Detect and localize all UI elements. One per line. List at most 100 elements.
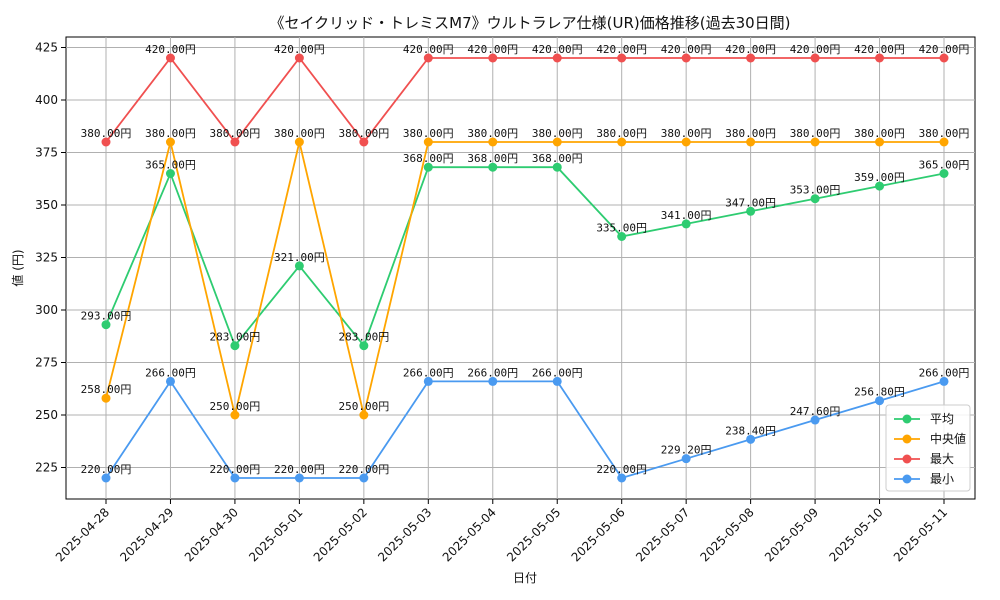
legend-label: 中央値 [930,431,966,446]
legend-label: 最小 [930,472,954,486]
y-tick-label: 375 [35,146,58,160]
data-label: 380.00円 [725,127,776,140]
data-label: 380.00円 [919,127,970,140]
data-point [101,137,111,147]
data-point [165,169,175,178]
data-label: 250.00円 [338,400,389,413]
data-point [617,137,627,147]
y-tick-label: 425 [35,41,58,55]
y-tick-label: 350 [35,198,58,212]
data-label: 380.00円 [790,127,841,140]
data-point [746,206,756,216]
data-label: 266.00円 [403,366,454,379]
data-point [681,137,691,147]
data-label: 368.00円 [467,152,518,165]
x-tick-label: 2025-05-07 [633,505,692,564]
data-point [681,219,691,229]
data-point [101,320,111,330]
data-point [810,53,820,63]
y-axis-label: 値 (円) [10,249,25,286]
data-point [230,410,240,420]
x-tick-label: 2025-05-04 [440,505,499,564]
data-point [359,137,369,147]
data-label: 420.00円 [790,43,841,56]
data-point [101,393,111,403]
data-point [939,137,949,147]
data-label: 380.00円 [854,127,905,140]
data-point [746,53,756,63]
data-label: 420.00円 [274,43,325,56]
series-line [105,56,944,144]
x-tick-label: 2025-05-11 [891,505,950,564]
legend-box [885,404,971,492]
data-point [617,53,627,63]
data-label: 266.00円 [467,366,518,379]
data-label: 335.00円 [596,222,647,235]
data-label: 380.00円 [596,127,647,140]
x-tick-label: 2025-05-08 [698,505,757,564]
x-tick-label: 2025-05-06 [569,505,628,564]
data-point [681,454,691,464]
data-label: 420.00円 [467,43,518,56]
data-point [488,137,498,147]
data-point [294,473,304,483]
data-point [552,53,562,63]
data-label: 266.00円 [145,366,196,379]
series-line [105,379,945,480]
x-axis-label: 日付 [513,571,537,585]
x-tick-label: 2025-05-01 [246,505,305,564]
data-point [810,137,820,147]
data-point [939,53,949,63]
data-label: 247.60円 [790,405,841,418]
x-tick-label: 2025-05-05 [504,505,563,564]
legend-label: 平均 [930,412,954,426]
legend-swatch-marker [902,434,912,444]
data-point [810,194,820,204]
x-tick-label: 2025-05-03 [375,505,434,564]
data-point [230,341,240,351]
data-label: 420.00円 [854,43,905,56]
data-label: 380.00円 [532,127,583,140]
data-label: 420.00円 [145,43,196,56]
data-point [165,137,175,147]
data-label: 283.00円 [338,331,389,344]
data-label: 220.00円 [596,463,647,476]
data-point [423,53,433,63]
data-point [294,137,304,147]
data-point [423,162,433,172]
data-label: 380.00円 [467,127,518,140]
data-point [423,137,433,147]
plot-area [65,36,976,500]
data-label: 266.00円 [532,366,583,379]
legend-label: 最大 [930,452,954,466]
data-label: 380.00円 [81,127,132,140]
data-label: 368.00円 [532,152,583,165]
data-point [552,162,562,172]
x-tick-label: 2025-04-29 [117,505,176,564]
data-point [423,376,433,386]
data-label: 380.00円 [274,127,325,140]
data-label: 420.00円 [725,43,776,56]
data-label: 266.00円 [919,366,970,379]
x-tick-label: 2025-05-09 [762,505,821,564]
data-label: 238.40円 [725,424,776,437]
y-tick-label: 250 [35,408,58,422]
series-line [105,166,945,348]
data-labels: 293.00円 365.00円 283.00円 321.00円 283.00円 368.0… [81,43,970,476]
data-label: 380.00円 [338,127,389,140]
x-tick-label: 2025-05-10 [826,505,885,564]
data-point [294,53,304,63]
data-point [294,261,304,271]
series-layer [101,53,949,483]
y-tick-label: 325 [35,251,58,265]
data-label: 250.00円 [210,400,261,413]
data-label: 420.00円 [596,43,647,56]
data-point [617,232,627,241]
data-point [359,473,369,483]
y-tick-label: 300 [35,303,58,317]
data-point [681,53,691,63]
chart-title: 《セイクリッド・トレミスM7》ウルトラレア仕様(UR)価格推移(過去30日間) [269,14,790,32]
data-label: 321.00円 [274,251,325,264]
data-label: 420.00円 [403,43,454,56]
